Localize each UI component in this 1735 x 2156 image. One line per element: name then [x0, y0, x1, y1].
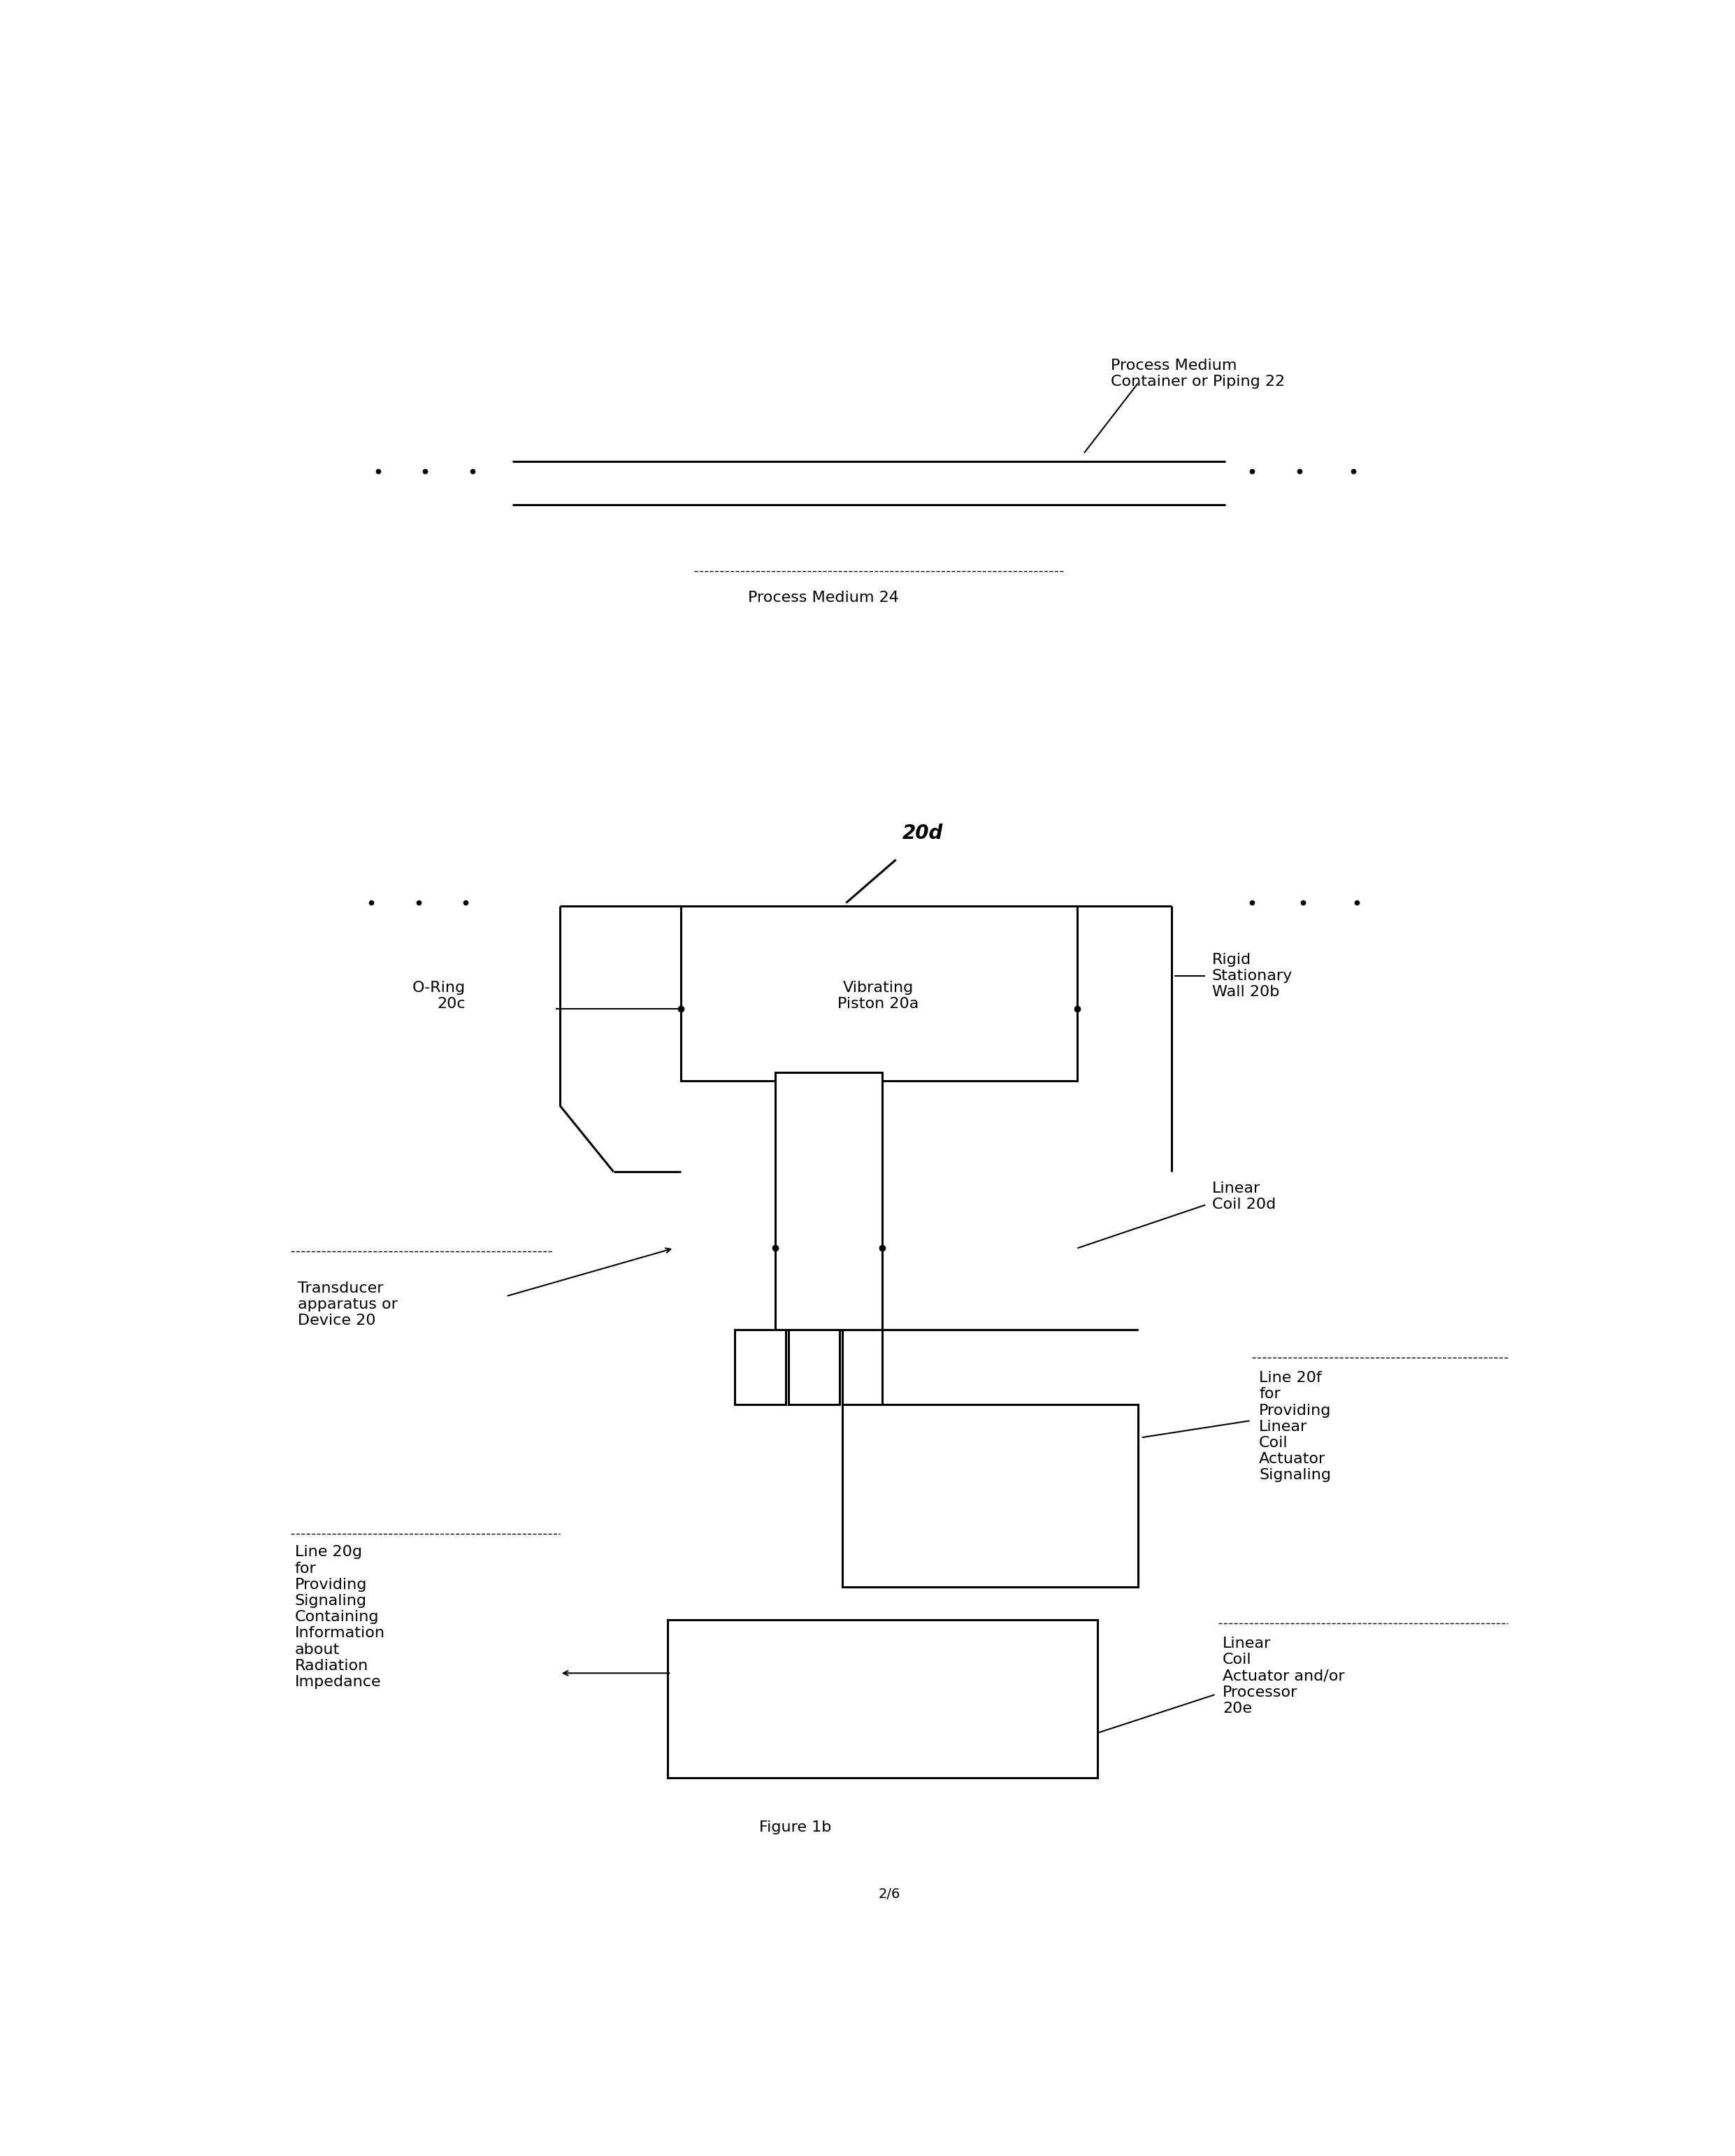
- Bar: [841, 1404, 1138, 1587]
- Bar: [776, 1072, 883, 1330]
- Text: Linear
Coil 20d: Linear Coil 20d: [1211, 1181, 1275, 1212]
- Text: O-Ring
20c: O-Ring 20c: [413, 981, 465, 1011]
- Bar: [668, 1619, 1098, 1779]
- Text: Figure 1b: Figure 1b: [758, 1820, 831, 1835]
- Text: Line 20f
for
Providing
Linear
Coil
Actuator
Signaling: Line 20f for Providing Linear Coil Actua…: [1260, 1371, 1331, 1483]
- Text: 2/6: 2/6: [878, 1886, 900, 1902]
- Text: Line 20g
for
Providing
Signaling
Containing
Information
about
Radiation
Impedanc: Line 20g for Providing Signaling Contain…: [295, 1546, 385, 1688]
- Text: Process Medium 24: Process Medium 24: [748, 591, 899, 604]
- Bar: [680, 906, 1077, 1080]
- Text: Process Medium
Container or Piping 22: Process Medium Container or Piping 22: [1110, 358, 1286, 388]
- Text: Vibrating
Piston 20a: Vibrating Piston 20a: [838, 981, 920, 1011]
- Text: Transducer
apparatus or
Device 20: Transducer apparatus or Device 20: [298, 1281, 397, 1328]
- Text: Rigid
Stationary
Wall 20b: Rigid Stationary Wall 20b: [1211, 953, 1293, 998]
- Text: Linear
Coil
Actuator and/or
Processor
20e: Linear Coil Actuator and/or Processor 20…: [1223, 1636, 1345, 1716]
- Bar: [734, 1330, 786, 1404]
- Bar: [788, 1330, 840, 1404]
- Text: 20d: 20d: [902, 824, 944, 843]
